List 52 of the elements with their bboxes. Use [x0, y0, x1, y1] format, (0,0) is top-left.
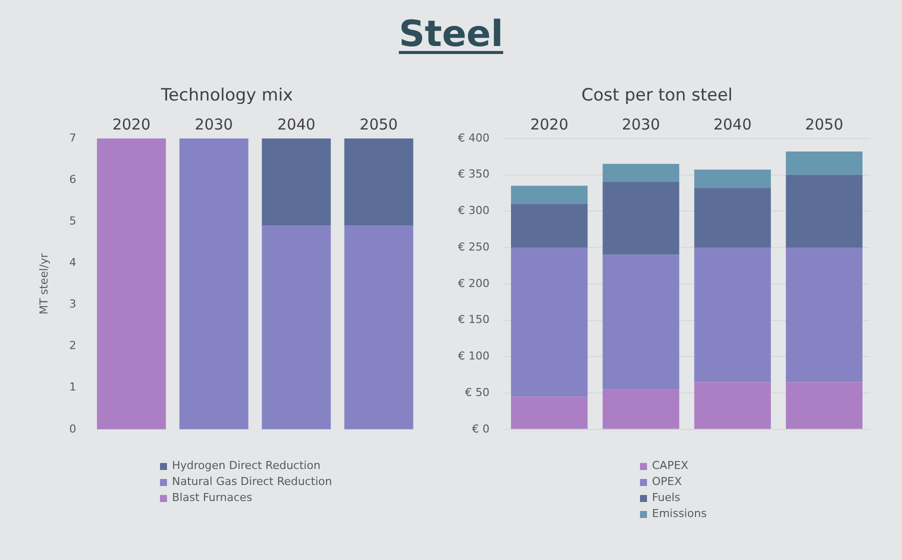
bar [786, 248, 862, 382]
y-axis-title: MT steel/yr [37, 252, 50, 314]
legend-label: CAPEX [652, 458, 688, 474]
bar [602, 389, 680, 429]
bar [694, 170, 771, 188]
y-tick-label: € 0 [472, 422, 490, 436]
legend-label: Emissions [652, 506, 707, 522]
bar [511, 396, 588, 429]
bar [511, 186, 588, 204]
y-tick-label: 7 [69, 131, 76, 144]
y-tick-label: € 350 [458, 168, 490, 181]
bar [511, 204, 588, 248]
y-tick-label: € 100 [458, 350, 490, 363]
legend-label: OPEX [652, 474, 682, 490]
y-tick-label: 0 [69, 422, 76, 436]
x-tick-label: 2040 [277, 115, 316, 134]
y-tick-label: € 150 [458, 313, 490, 326]
y-tick-label: 6 [69, 172, 76, 186]
chart-title: Cost per ton steel [581, 86, 733, 106]
y-tick-label: € 250 [458, 240, 490, 254]
bar [602, 254, 680, 390]
bar [511, 248, 588, 397]
y-tick-label: 3 [69, 298, 76, 311]
x-tick-label: 2030 [194, 115, 233, 134]
bar [786, 174, 862, 248]
x-tick-label: 2050 [805, 115, 844, 134]
legend-label: Fuels [652, 490, 680, 506]
legend-label: Hydrogen Direct Reduction [172, 458, 320, 474]
y-tick-label: 1 [69, 380, 76, 394]
x-tick-label: 2020 [112, 115, 151, 134]
text: Steel [398, 14, 504, 55]
y-tick-label: € 400 [458, 131, 490, 144]
y-tick-label: € 50 [464, 386, 490, 399]
bar [602, 182, 680, 255]
x-tick-label: 2050 [360, 115, 398, 134]
x-tick-label: 2040 [713, 115, 752, 134]
bar [786, 151, 862, 175]
bar [694, 382, 771, 429]
legend-label: Blast Furnaces [172, 490, 252, 506]
bar [694, 188, 771, 248]
y-tick-label: 4 [69, 256, 76, 269]
bar [786, 382, 862, 429]
bar [602, 164, 680, 182]
y-tick-label: € 200 [458, 276, 490, 290]
x-tick-label: 2020 [530, 115, 568, 134]
chart-title: Technology mix [160, 86, 293, 106]
y-tick-label: 5 [69, 214, 76, 228]
bar [694, 248, 771, 382]
x-tick-label: 2030 [622, 115, 660, 134]
y-tick-label: 2 [69, 339, 76, 352]
legend-label: Natural Gas Direct Reduction [172, 474, 332, 490]
y-tick-label: € 300 [458, 204, 490, 218]
